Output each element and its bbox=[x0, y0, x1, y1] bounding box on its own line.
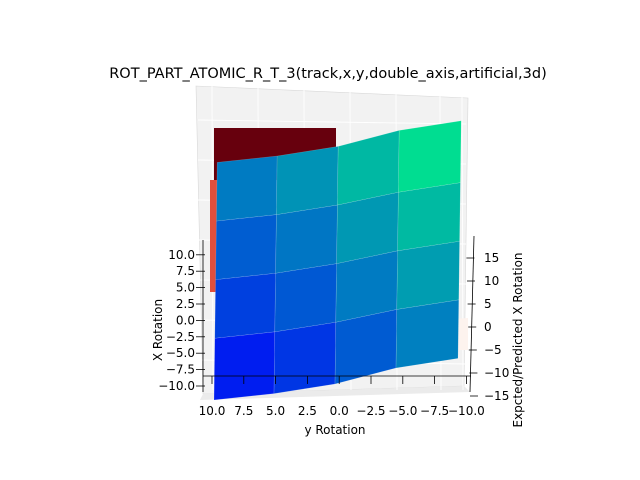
x-rotation-tick-labels: −10.0 −7.5 −5.0 −2.5 0.0 2.5 5.0 7.5 10.0 bbox=[158, 248, 195, 393]
predicted-surface bbox=[213, 120, 462, 401]
surface-patch bbox=[274, 263, 337, 333]
z-tick-label: −5 bbox=[484, 343, 502, 357]
z-tick-label: 10 bbox=[484, 274, 499, 288]
y-rotation-tick-label: −7.5 bbox=[420, 404, 449, 418]
surface-patch bbox=[396, 240, 460, 310]
z-tick-label: 15 bbox=[484, 251, 499, 265]
y-rotation-tick-label: 2.5 bbox=[298, 404, 317, 418]
z-tick-label: 0 bbox=[484, 320, 492, 334]
y-rotation-tick-label: 7.5 bbox=[234, 404, 253, 418]
y-rotation-tick-label: 10.0 bbox=[199, 404, 226, 418]
y-rotation-tick-label: −5.0 bbox=[388, 404, 417, 418]
x-rotation-tick-label: 10.0 bbox=[168, 248, 195, 262]
x-rotation-tick-label: −10.0 bbox=[158, 379, 195, 393]
x-rotation-tick-label: 7.5 bbox=[176, 264, 195, 278]
y-rotation-tick-label: −10.0 bbox=[448, 404, 485, 418]
floor-pane bbox=[200, 386, 470, 400]
chart-title: ROT_PART_ATOMIC_R_T_3(track,x,y,double_a… bbox=[109, 66, 547, 82]
x-rotation-tick-label: −7.5 bbox=[166, 363, 195, 377]
surface-patch bbox=[395, 299, 460, 369]
surface-patch bbox=[216, 155, 278, 222]
z-axis-line bbox=[469, 235, 475, 393]
surface-patch bbox=[275, 204, 338, 274]
surface-patch bbox=[276, 146, 339, 215]
tick-marks bbox=[196, 254, 478, 397]
z-tick-label: −10 bbox=[484, 366, 509, 380]
x-rotation-tick-label: −2.5 bbox=[166, 330, 195, 344]
surface-patch bbox=[273, 321, 337, 394]
surface-patch bbox=[398, 120, 462, 193]
x-rotation-tick-label: −5.0 bbox=[166, 346, 195, 360]
surface-patch bbox=[397, 182, 461, 252]
y-rotation-tick-label: 0.0 bbox=[330, 404, 349, 418]
axis-lines bbox=[202, 235, 475, 393]
surface-patch bbox=[213, 331, 276, 401]
z-tick-labels: −15 −10 −5 0 5 10 15 bbox=[484, 251, 509, 403]
x-rotation-tick-label: 0.0 bbox=[176, 313, 195, 327]
z-tick-label: 5 bbox=[484, 297, 492, 311]
surface-patch bbox=[215, 214, 277, 280]
z-tick-label: −15 bbox=[484, 389, 509, 403]
x-rotation-tick-label: 5.0 bbox=[176, 281, 195, 295]
z-axis-title: Expcted/Predicted X Rotation bbox=[511, 252, 525, 427]
y-rotation-tick-labels: 10.0 7.5 5.0 2.5 0.0 −2.5 −5.0 −7.5−10.0 bbox=[199, 404, 485, 418]
gridline-horizontal bbox=[197, 119, 467, 125]
surface-patch bbox=[214, 272, 276, 339]
x-rotation-tick-label: 2.5 bbox=[176, 297, 195, 311]
y-rotation-tick-label: 5.0 bbox=[266, 404, 285, 418]
y-axis-title: X Rotation bbox=[151, 299, 165, 361]
x-axis-title: y Rotation bbox=[304, 423, 365, 437]
y-rotation-tick-label: −2.5 bbox=[356, 404, 385, 418]
